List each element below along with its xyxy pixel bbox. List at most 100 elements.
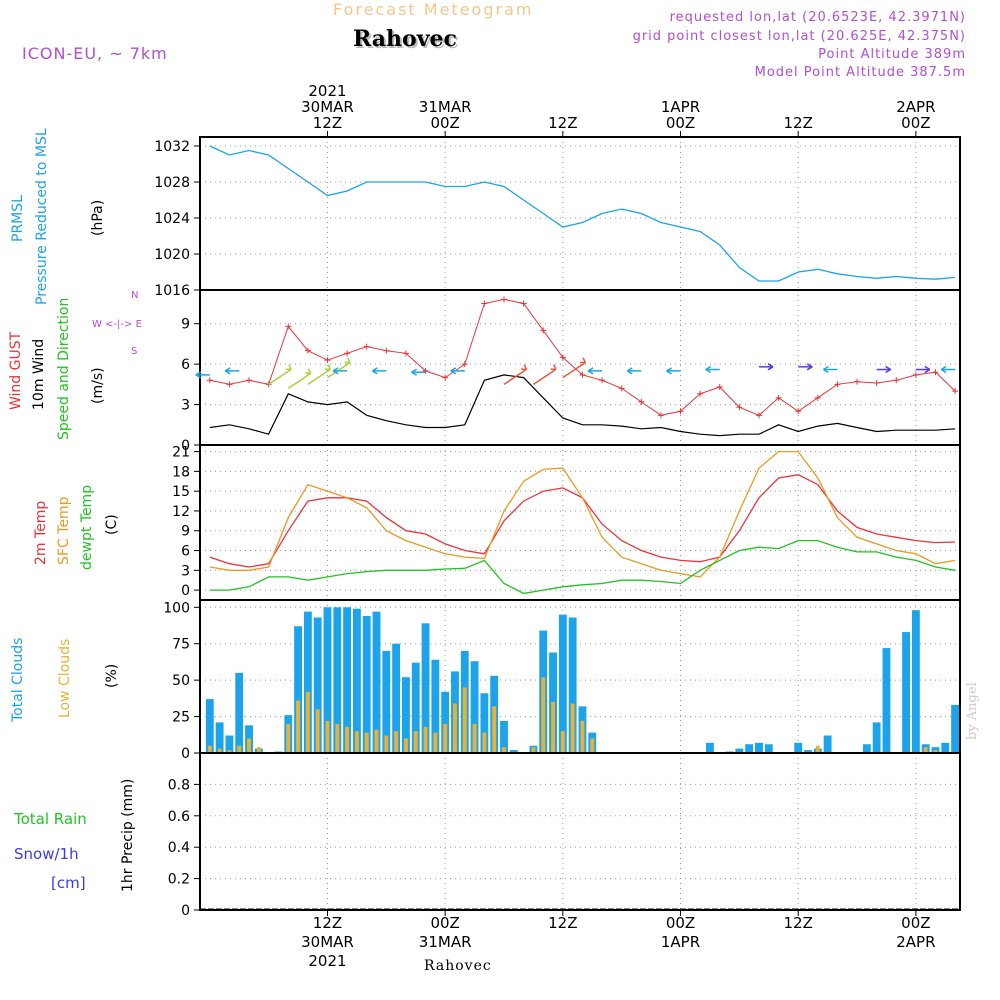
y-tick-label: 0.4 xyxy=(168,840,190,856)
y-tick-label: 18 xyxy=(172,464,190,480)
gust-marker xyxy=(755,412,762,419)
total-cloud-bar xyxy=(706,742,714,753)
gust-marker xyxy=(599,377,606,384)
low-cloud-bar xyxy=(492,706,497,753)
top-axis-label: 00Z xyxy=(666,114,695,132)
low-cloud-bar xyxy=(453,703,457,753)
low-cloud-bar xyxy=(570,703,575,753)
dewpt-line xyxy=(209,539,956,595)
wind-arrow-head xyxy=(626,367,633,375)
total-cloud-bar xyxy=(215,722,224,753)
gust-marker xyxy=(442,374,449,381)
chart-subtitle: Forecast Meteogram xyxy=(333,0,534,19)
model-altitude: Model Point Altitude 387.5m xyxy=(754,65,966,80)
gust-marker xyxy=(697,390,704,397)
low-cloud-bar xyxy=(384,735,389,753)
y-tick-label: 0 xyxy=(181,746,190,762)
low-cloud-bar xyxy=(305,691,310,753)
footer-location: Rahovec xyxy=(424,958,492,974)
gust-marker xyxy=(716,384,723,391)
wind-arrow xyxy=(307,368,331,385)
gust-marker xyxy=(618,385,625,392)
total-cloud-bar xyxy=(872,722,881,753)
wind-arrow xyxy=(268,368,292,385)
total-cloud-bar xyxy=(352,608,361,753)
y-tick-label: 0 xyxy=(181,903,190,919)
total-cloud-bar xyxy=(362,616,371,753)
gust-marker xyxy=(736,404,743,411)
total-cloud-bar xyxy=(235,672,244,753)
low-cloud-bar xyxy=(531,747,536,753)
y-tick-label: 15 xyxy=(172,484,190,500)
y-tick-label: 6 xyxy=(181,544,190,560)
y-tick-label: 50 xyxy=(172,673,190,689)
low-cloud-bar xyxy=(207,745,212,753)
low-cloud-bar xyxy=(815,745,820,753)
wind-arrow-head xyxy=(195,371,202,379)
total-cloud-bar xyxy=(421,623,430,753)
wind-arrow-head xyxy=(224,367,231,375)
wind-arrow-head xyxy=(580,357,587,364)
gust-marker xyxy=(481,300,488,307)
total-cloud-bar xyxy=(735,748,744,753)
y-tick-label: 1032 xyxy=(154,139,190,155)
gust-marker xyxy=(540,327,547,334)
bottom-axis-label: 00Z xyxy=(430,914,459,932)
total-cloud-bar xyxy=(372,611,381,753)
low-cloud-bar xyxy=(560,731,565,753)
wind-arrow-head xyxy=(332,367,339,375)
low-cloud-bar xyxy=(217,748,222,753)
wind-arrow-head xyxy=(325,364,332,371)
low-cloud-bar xyxy=(247,738,251,753)
gust-marker xyxy=(834,381,841,388)
wind-arrow xyxy=(503,368,527,385)
wind-arrow-head xyxy=(411,368,417,376)
wind-arrow xyxy=(533,368,557,385)
low-cloud-bar xyxy=(296,700,301,753)
y-tick-label: 12 xyxy=(172,504,190,520)
y-tick-label: 0 xyxy=(181,583,190,599)
bottom-axis-label: 1APR xyxy=(661,933,700,951)
total-cloud-bar xyxy=(755,742,763,753)
top-axis-label: 00Z xyxy=(901,114,930,132)
compass-we: W <-|-> E xyxy=(92,319,142,330)
total-cloud-bar xyxy=(470,661,479,753)
low-cloud-bar xyxy=(433,732,438,753)
y-tick-label: 25 xyxy=(172,710,190,726)
gust-marker xyxy=(501,296,507,303)
total-cloud-bar xyxy=(882,648,891,753)
low-cloud-bar xyxy=(374,729,379,753)
wind-arrow-head xyxy=(924,365,931,374)
y-tick-label: 0 xyxy=(181,438,190,454)
top-axis-label: 00Z xyxy=(430,114,459,132)
bottom-axis-label: 12Z xyxy=(784,914,813,932)
gust-marker xyxy=(657,412,664,419)
wind-arrow-head xyxy=(767,363,774,371)
bottom-axis-label: 2021 xyxy=(308,952,346,970)
total-cloud-bar xyxy=(441,691,450,753)
low-cloud-bar xyxy=(335,723,340,753)
total-cloud-bar xyxy=(794,742,803,753)
panel-frame xyxy=(199,136,961,291)
gust-marker xyxy=(226,381,233,388)
wind-arrow-head xyxy=(285,364,292,371)
low-cloud-bar xyxy=(413,731,418,753)
y-tick-label: 0.6 xyxy=(168,809,190,825)
total-cloud-bar xyxy=(382,651,391,753)
model-label: ICON-EU, ~ 7km xyxy=(22,44,168,63)
total-cloud-bar xyxy=(902,632,910,753)
total-cloud-bar xyxy=(205,699,214,753)
total-cloud-bar xyxy=(343,607,352,753)
rain-label: Total Rain xyxy=(14,810,87,828)
low-cloud-bar xyxy=(364,732,369,753)
low-cloud-bar xyxy=(403,738,408,753)
gust-marker xyxy=(795,408,802,415)
top-axis-label: 1APR xyxy=(661,98,700,116)
top-axis-label: 12Z xyxy=(313,114,342,132)
low-cloud-bar xyxy=(325,720,330,753)
wind-arrow-head xyxy=(666,367,672,375)
low-cloud-bar xyxy=(482,732,487,753)
wind-arrow-head xyxy=(371,367,378,375)
total-cloud-bar xyxy=(764,744,773,753)
total-cloud-bar xyxy=(568,617,577,753)
